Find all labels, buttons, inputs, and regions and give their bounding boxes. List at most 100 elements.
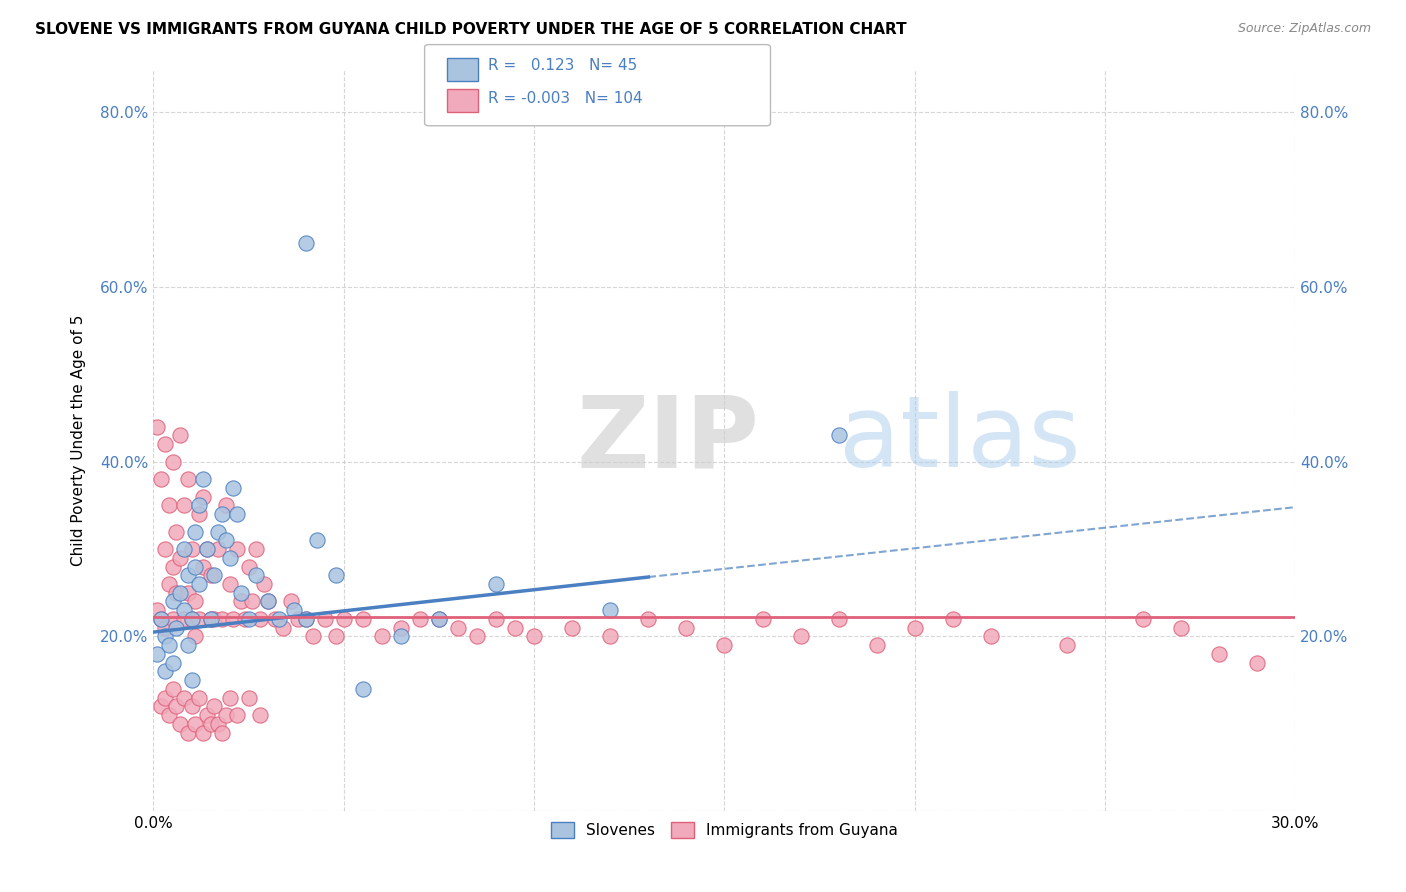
Point (150, 612, 173, 626)
Text: R = -0.003   N= 104: R = -0.003 N= 104 (488, 91, 643, 106)
Point (162, 559, 184, 574)
Point (207, 542, 229, 557)
Point (245, 568, 267, 582)
Point (352, 681, 374, 696)
Point (188, 612, 211, 626)
Point (184, 629, 207, 643)
Point (325, 629, 347, 643)
Point (307, 533, 329, 548)
Point (150, 612, 173, 626)
Point (157, 708, 180, 723)
Point (222, 481, 245, 495)
Point (184, 559, 207, 574)
Point (827, 428, 849, 442)
Point (485, 577, 508, 591)
Point (238, 690, 260, 705)
Point (561, 621, 583, 635)
Point (177, 725, 200, 739)
Point (637, 612, 659, 626)
Point (153, 665, 176, 679)
Point (150, 472, 173, 486)
Point (238, 612, 260, 626)
Point (153, 629, 176, 643)
Point (177, 586, 200, 600)
Point (447, 621, 470, 635)
Point (195, 542, 218, 557)
Point (1246, 656, 1268, 670)
Point (465, 629, 488, 643)
Point (177, 568, 200, 582)
Point (280, 594, 302, 608)
Point (226, 708, 249, 723)
Point (253, 577, 276, 591)
Point (169, 550, 191, 565)
Point (211, 725, 233, 739)
Point (153, 690, 176, 705)
Point (188, 577, 211, 591)
Point (157, 499, 180, 513)
Point (256, 594, 278, 608)
Point (942, 612, 965, 626)
Point (173, 542, 195, 557)
Point (1208, 647, 1230, 661)
Point (485, 612, 508, 626)
Point (371, 629, 394, 643)
Point (207, 716, 229, 731)
Point (503, 621, 526, 635)
Y-axis label: Child Poverty Under the Age of 5: Child Poverty Under the Age of 5 (72, 314, 86, 566)
Point (165, 699, 187, 714)
Point (200, 612, 222, 626)
Point (202, 612, 225, 626)
Point (180, 612, 202, 626)
Point (1170, 621, 1192, 635)
Point (195, 708, 218, 723)
Point (169, 428, 191, 442)
Point (184, 594, 207, 608)
Point (269, 612, 291, 626)
Point (188, 507, 211, 521)
Point (184, 716, 207, 731)
Point (904, 621, 927, 635)
Point (153, 437, 176, 451)
Point (226, 542, 249, 557)
Point (200, 568, 222, 582)
Point (238, 559, 260, 574)
Point (264, 612, 287, 626)
Point (191, 725, 214, 739)
Point (245, 542, 267, 557)
Point (191, 472, 214, 486)
Point (211, 612, 233, 626)
Text: SLOVENE VS IMMIGRANTS FROM GUYANA CHILD POVERTY UNDER THE AGE OF 5 CORRELATION C: SLOVENE VS IMMIGRANTS FROM GUYANA CHILD … (35, 22, 907, 37)
Point (162, 455, 184, 469)
Point (211, 507, 233, 521)
Point (180, 673, 202, 687)
Point (173, 603, 195, 617)
Point (242, 594, 264, 608)
Point (599, 603, 621, 617)
Text: Source: ZipAtlas.com: Source: ZipAtlas.com (1237, 22, 1371, 36)
Point (980, 629, 1002, 643)
Point (827, 612, 849, 626)
Point (427, 612, 450, 626)
Point (294, 612, 316, 626)
Point (215, 533, 238, 548)
Point (233, 612, 256, 626)
Point (302, 629, 325, 643)
Point (389, 629, 412, 643)
Point (153, 621, 176, 635)
Point (169, 716, 191, 731)
Text: atlas: atlas (838, 392, 1080, 488)
Point (200, 716, 222, 731)
Point (271, 621, 294, 635)
Point (200, 612, 222, 626)
Point (427, 612, 450, 626)
Point (202, 568, 225, 582)
Point (249, 708, 271, 723)
Point (523, 629, 546, 643)
Point (157, 577, 180, 591)
Point (325, 568, 347, 582)
Point (207, 524, 229, 539)
Point (165, 621, 187, 635)
Point (229, 594, 252, 608)
Point (150, 699, 173, 714)
